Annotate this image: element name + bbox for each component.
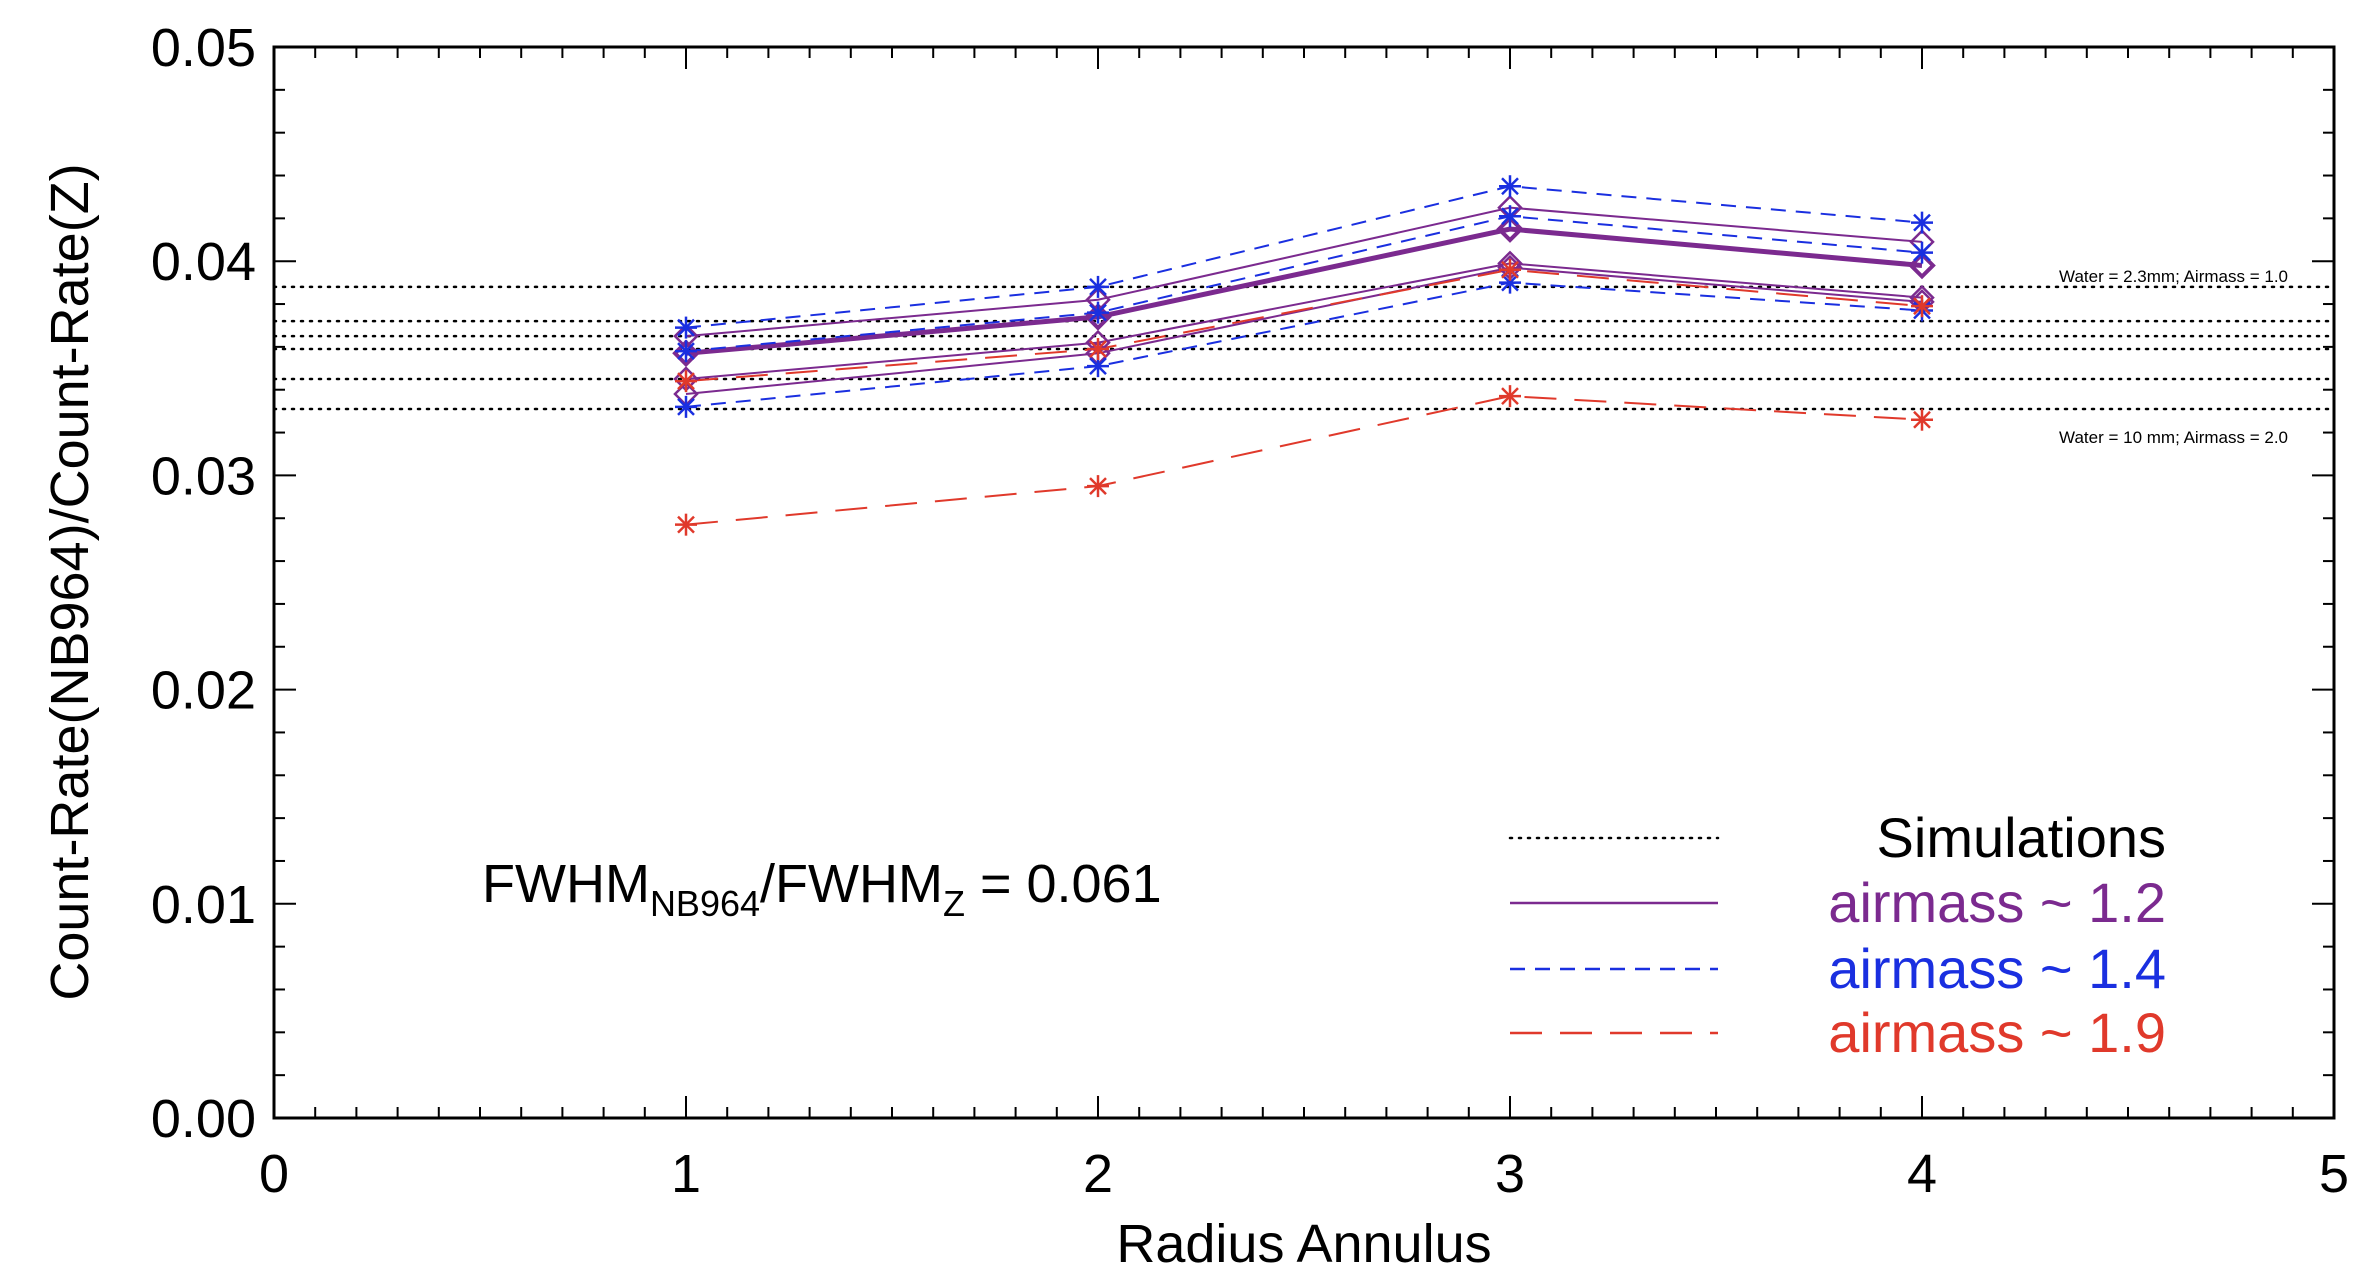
simulation-lines (272, 285, 2336, 411)
data-point (1087, 338, 1109, 361)
y-axis-title: Count-Rate(NB964)/Count-Rate(Z) (40, 163, 100, 1000)
y-tick-label: 0.02 (151, 661, 256, 721)
data-point (675, 395, 697, 418)
data-point (1499, 175, 1521, 198)
y-tick-label: 0.03 (151, 446, 256, 506)
data-point (1499, 385, 1521, 408)
legend-label: airmass ~ 1.2 (1828, 871, 2166, 934)
axis-tick-labels: 0 1 2 3 4 5 0.00 0.01 0.02 0.03 0.04 0.05 (151, 18, 2349, 1204)
data-point (1496, 215, 1524, 243)
series-line (685, 281, 1923, 408)
data-point (1911, 211, 1933, 234)
fwhm-annotation: FWHMNB964/FWHMZ = 0.061 (482, 854, 1162, 924)
series-line (685, 215, 1923, 353)
data-point (675, 513, 697, 536)
data-point (1087, 355, 1109, 378)
legend-label: airmass ~ 1.9 (1828, 1001, 2166, 1064)
x-tick-label: 0 (259, 1144, 289, 1204)
series-line (685, 206, 1923, 338)
data-point (1087, 475, 1109, 498)
series-markers (672, 175, 1936, 536)
data-point (1499, 258, 1521, 281)
series-lines (685, 185, 1923, 526)
x-tick-label: 1 (671, 1144, 701, 1204)
y-tick-label: 0.01 (151, 875, 256, 935)
legend-label: Simulations (1877, 806, 2166, 869)
series-line (685, 266, 1923, 395)
series-line (685, 262, 1923, 381)
data-point (672, 339, 700, 368)
data-point (1911, 408, 1933, 431)
y-tick-label: 0.00 (151, 1089, 256, 1149)
x-axis-title: Radius Annulus (1116, 1214, 1491, 1274)
data-point (1087, 301, 1109, 324)
data-point (1911, 241, 1933, 264)
series-line (685, 395, 1923, 526)
annotation-bottom: Water = 10 mm; Airmass = 2.0 (2059, 428, 2288, 447)
legend-label: airmass ~ 1.4 (1828, 937, 2166, 1000)
data-point (1499, 205, 1521, 228)
series-line (685, 268, 1923, 383)
annotation-top: Water = 2.3mm; Airmass = 1.0 (2059, 267, 2288, 286)
y-tick-label: 0.05 (151, 18, 256, 78)
data-point (1087, 275, 1109, 298)
x-tick-label: 5 (2319, 1144, 2349, 1204)
data-point (1911, 295, 1933, 318)
x-tick-label: 2 (1083, 1144, 1113, 1204)
x-tick-label: 3 (1495, 1144, 1525, 1204)
data-point (675, 316, 697, 339)
x-tick-label: 4 (1907, 1144, 1937, 1204)
data-point (675, 340, 697, 363)
y-tick-label: 0.04 (151, 232, 256, 292)
data-point (1499, 271, 1521, 294)
series-line (685, 185, 1923, 329)
data-point (675, 370, 697, 393)
data-point (1908, 251, 1936, 280)
axis-ticks (273, 46, 2335, 1119)
series-line (685, 226, 1923, 356)
